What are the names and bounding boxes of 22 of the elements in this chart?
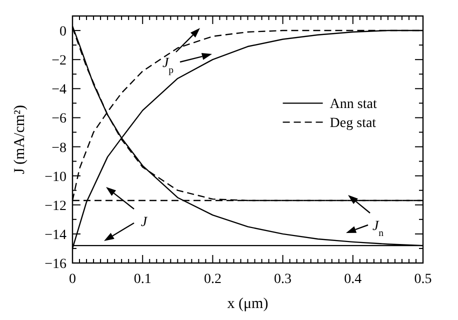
x-tick-label: 0.1 — [134, 272, 152, 287]
y-tick-label: 0 — [60, 24, 66, 40]
annotation: J$_{n}$ — [372, 219, 384, 238]
x-tick-label: 0.2 — [204, 272, 222, 287]
legend-label: Ann stat — [330, 97, 377, 112]
annotation: J — [140, 215, 148, 230]
x-tick-label: 0.3 — [274, 272, 292, 287]
y-tick-label: −8 — [52, 140, 66, 156]
y-tick-label: −16 — [44, 257, 66, 272]
x-tick-label: 0.5 — [414, 272, 432, 287]
y-tick-label: −2 — [52, 54, 66, 69]
y-tick-label: −10 — [44, 170, 66, 185]
y-tick-label: −4 — [52, 82, 66, 98]
x-axis-title: x (μm) — [227, 296, 268, 312]
y-tick-label: −6 — [52, 112, 66, 127]
x-tick-label: 0.4 — [344, 272, 362, 287]
x-tick-label: 0 — [69, 272, 76, 287]
annotation: J$_{p}$ — [162, 56, 174, 76]
y-axis-title: J (mA/cm²) — [12, 104, 28, 174]
y-tick-label: −12 — [44, 198, 66, 214]
legend-label: Deg stat — [330, 116, 376, 132]
y-tick-label: −14 — [44, 228, 66, 243]
